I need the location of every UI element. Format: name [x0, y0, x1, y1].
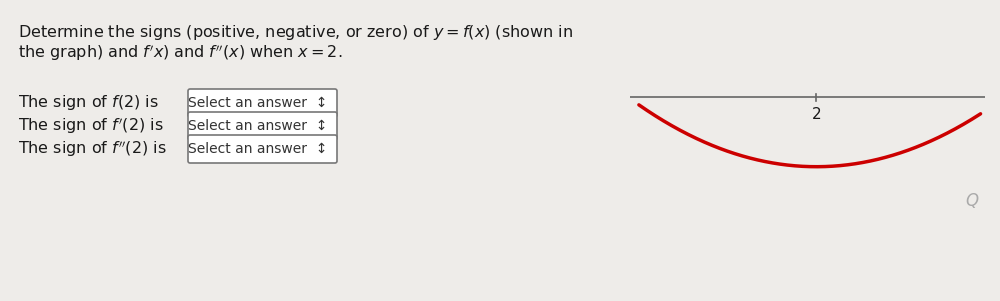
Text: 2: 2 [812, 107, 821, 122]
Text: the graph) and $f'x)$ and $f''(x)$ when $x = 2$.: the graph) and $f'x)$ and $f''(x)$ when … [18, 43, 342, 63]
Text: Select an answer  ↕: Select an answer ↕ [188, 142, 328, 156]
FancyBboxPatch shape [188, 89, 337, 117]
Text: Q: Q [965, 192, 978, 210]
Text: Select an answer  ↕: Select an answer ↕ [188, 96, 328, 110]
Text: The sign of $f'(2)$ is: The sign of $f'(2)$ is [18, 116, 164, 136]
Text: Select an answer  ↕: Select an answer ↕ [188, 119, 328, 133]
Text: Determine the signs (positive, negative, or zero) of $y = f(x)$ (shown in: Determine the signs (positive, negative,… [18, 23, 573, 42]
FancyBboxPatch shape [188, 112, 337, 140]
Text: The sign of $f''(2)$ is: The sign of $f''(2)$ is [18, 139, 167, 159]
Text: The sign of $f(2)$ is: The sign of $f(2)$ is [18, 94, 159, 113]
FancyBboxPatch shape [188, 135, 337, 163]
